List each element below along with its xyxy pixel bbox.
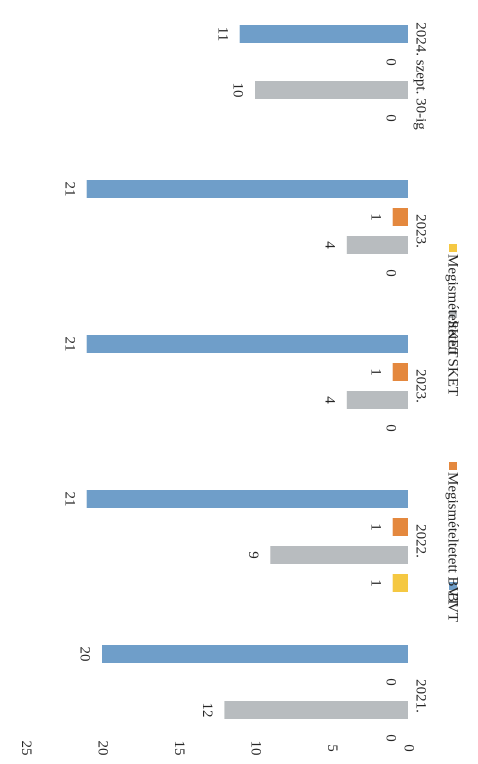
bar-sket bbox=[346, 236, 408, 254]
bar-sket bbox=[270, 546, 408, 564]
bar-bvt bbox=[239, 25, 408, 43]
data-label: 0 bbox=[383, 734, 399, 742]
data-label: 21 bbox=[61, 492, 77, 507]
data-label: 0 bbox=[383, 269, 399, 277]
category-label: 2022. bbox=[413, 524, 429, 558]
data-label: 21 bbox=[61, 337, 77, 352]
bar-bvt bbox=[102, 645, 408, 663]
category-label: 2023. bbox=[413, 214, 429, 248]
bar-bvt bbox=[86, 490, 408, 508]
data-label: 1 bbox=[367, 213, 383, 221]
bar-bvt bbox=[86, 335, 408, 353]
category-label: 2024. szept. 30-ig bbox=[413, 22, 429, 130]
value-tick-label: 0 bbox=[401, 744, 417, 752]
value-tick-label: 5 bbox=[324, 744, 340, 752]
value-tick-label: 25 bbox=[18, 741, 34, 756]
value-axis-ticks: 0 5 10 15 20 25 bbox=[18, 741, 417, 756]
data-label: 0 bbox=[383, 114, 399, 122]
data-label: 1 bbox=[367, 368, 383, 376]
data-label: 20 bbox=[77, 647, 93, 662]
category-label: 2021. bbox=[413, 679, 429, 713]
category-labels: 2021. 2022. 2023. 2023. 2024. szept. 30-ig bbox=[413, 22, 429, 713]
value-tick-label: 10 bbox=[248, 741, 264, 756]
legend-swatch bbox=[449, 244, 457, 252]
data-label: 4 bbox=[321, 396, 337, 404]
bar-megismételtetett-bvt bbox=[392, 208, 408, 226]
data-label: 11 bbox=[214, 27, 230, 41]
legend-label: Megismételtetett SKET bbox=[445, 254, 461, 396]
legend-label: Megismételtetett BVT bbox=[445, 472, 461, 607]
data-label: 10 bbox=[230, 83, 246, 98]
bars bbox=[86, 25, 408, 719]
value-tick-label: 20 bbox=[95, 741, 111, 756]
legend-label: SKET bbox=[445, 320, 461, 358]
bar-sket bbox=[224, 701, 408, 719]
value-tick-label: 15 bbox=[171, 741, 187, 756]
legend-swatch bbox=[449, 582, 457, 590]
data-label: 21 bbox=[61, 182, 77, 197]
legend-swatch bbox=[449, 310, 457, 318]
bar-sket bbox=[255, 81, 408, 99]
data-label: 9 bbox=[245, 551, 261, 559]
data-label: 4 bbox=[321, 241, 337, 249]
bar-megismételtetett-bvt bbox=[392, 363, 408, 381]
data-label: 12 bbox=[199, 703, 215, 718]
bar-megismételtetett-sket bbox=[392, 574, 408, 592]
bar-bvt bbox=[86, 180, 408, 198]
legend-swatch bbox=[449, 462, 457, 470]
data-label: 0 bbox=[383, 678, 399, 686]
legend-label: BVT bbox=[445, 592, 461, 622]
data-label: 1 bbox=[367, 579, 383, 587]
data-label: 0 bbox=[383, 58, 399, 66]
bar-megismételtetett-bvt bbox=[392, 518, 408, 536]
data-label: 0 bbox=[383, 424, 399, 432]
bar-sket bbox=[346, 391, 408, 409]
category-label: 2023. bbox=[413, 369, 429, 403]
data-label: 1 bbox=[367, 523, 383, 531]
